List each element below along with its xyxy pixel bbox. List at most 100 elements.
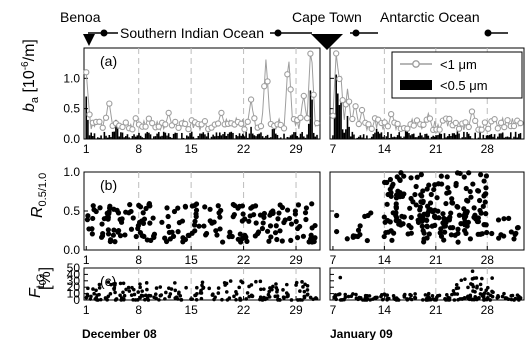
point-flg-dec	[302, 289, 307, 294]
point-r05-dec	[128, 226, 135, 232]
point-r05-dec	[279, 204, 286, 211]
point-r05-dec	[105, 231, 112, 237]
point-lt1um-jan	[494, 125, 501, 132]
point-flg-dec	[169, 287, 174, 291]
point-flg-jan	[413, 292, 417, 296]
point-r05-dec	[281, 219, 287, 226]
point-flg-dec	[224, 281, 229, 286]
point-flg-jan	[385, 293, 390, 297]
point-r05-dec	[164, 205, 170, 211]
point-r05-dec	[111, 227, 117, 233]
point-flg-jan	[470, 282, 475, 287]
point-r05-dec	[218, 207, 224, 214]
point-r05-jan	[420, 198, 426, 204]
point-r05-dec	[213, 228, 219, 234]
point-r05-jan	[445, 185, 451, 191]
point-r05-jan	[421, 236, 427, 242]
panel-2-xtick-label-l-0: 1	[83, 303, 90, 317]
point-r05-dec	[288, 237, 294, 243]
point-r05-dec	[312, 235, 318, 241]
point-r05-dec	[274, 236, 280, 243]
point-r05-jan	[355, 227, 362, 233]
point-flg-jan	[452, 298, 457, 302]
point-flg-dec	[301, 285, 305, 289]
point-r05-jan	[420, 188, 426, 194]
point-lt1um-jan	[339, 97, 346, 104]
point-r05-jan	[461, 206, 467, 212]
point-r05-dec	[130, 215, 136, 221]
point-flg-dec	[193, 293, 197, 298]
point-r05-jan	[389, 237, 395, 243]
point-r05-dec	[244, 238, 250, 244]
point-r05-jan	[387, 186, 393, 192]
point-r05-dec	[215, 203, 221, 209]
point-lt1um-dec	[218, 109, 225, 117]
point-flg-dec	[126, 285, 131, 290]
point-r05-dec	[171, 208, 178, 215]
point-flg-dec	[302, 295, 307, 300]
point-flg-dec	[308, 295, 313, 300]
point-lt1um-jan	[504, 117, 511, 124]
point-flg-dec	[154, 286, 159, 290]
point-flg-dec	[106, 280, 111, 284]
point-flg-dec	[311, 297, 315, 302]
legend-label-lt05um: <0.5 μm	[440, 78, 488, 93]
point-flg-jan	[394, 298, 399, 302]
point-r05-dec	[303, 205, 310, 211]
point-flg-dec	[144, 293, 148, 298]
point-flg-dec	[148, 294, 153, 298]
point-flg-dec	[294, 280, 299, 285]
panel-1-xtick-label-l-1: 8	[135, 253, 142, 267]
point-flg-dec	[138, 282, 142, 286]
point-lt1um-jan	[355, 120, 362, 128]
point-r05-dec	[115, 210, 122, 216]
point-r05-jan	[334, 228, 340, 235]
point-r05-jan	[468, 194, 474, 200]
point-r05-dec	[179, 218, 186, 224]
point-r05-dec	[311, 238, 317, 245]
point-flg-dec	[228, 279, 233, 283]
point-flg-jan	[354, 292, 358, 297]
point-lt1um-dec	[284, 71, 291, 78]
point-lt1um-dec	[181, 120, 189, 128]
point-r05-jan	[482, 191, 488, 197]
point-flg-jan	[468, 293, 473, 298]
point-r05-jan	[381, 214, 387, 220]
point-r05-jan	[410, 199, 416, 205]
point-lt1um-dec	[106, 100, 113, 107]
point-lt1um-dec	[251, 115, 258, 122]
point-r05-dec	[123, 209, 129, 215]
point-flg-jan	[484, 288, 488, 293]
point-flg-dec	[96, 298, 100, 302]
point-lt1um-dec	[86, 111, 93, 118]
point-r05-jan	[458, 221, 464, 227]
point-lt1um-jan	[472, 117, 479, 124]
panel-2-xtick-label-l-1: 8	[135, 303, 142, 317]
point-r05-jan	[470, 181, 476, 187]
panel-1-xtick-label-r-2: 21	[429, 253, 443, 267]
point-r05-jan	[419, 223, 425, 229]
point-flg-dec	[284, 291, 289, 295]
point-flg-jan	[427, 296, 432, 301]
point-r05-jan	[432, 182, 438, 188]
panel-2-xtick-label-r-3: 28	[481, 303, 495, 317]
point-flg-jan	[466, 296, 470, 301]
point-r05-dec	[91, 207, 97, 213]
point-flg-dec	[127, 289, 132, 293]
point-flg-dec	[91, 287, 95, 291]
point-flg-jan	[490, 276, 494, 280]
point-flg-dec	[94, 288, 98, 293]
point-r05-jan	[448, 210, 454, 216]
point-r05-dec	[270, 210, 276, 216]
point-lt1um-dec	[175, 124, 182, 132]
point-r05-jan	[489, 230, 495, 237]
point-r05-jan	[455, 230, 461, 236]
point-r05-dec	[147, 220, 153, 226]
point-r05-jan	[421, 230, 427, 236]
point-r05-dec	[90, 215, 96, 222]
point-flg-dec	[129, 293, 134, 297]
point-flg-jan	[402, 292, 407, 297]
point-r05-dec	[151, 231, 158, 237]
point-lt1um-jan	[352, 103, 359, 110]
point-flg-dec	[86, 286, 90, 291]
